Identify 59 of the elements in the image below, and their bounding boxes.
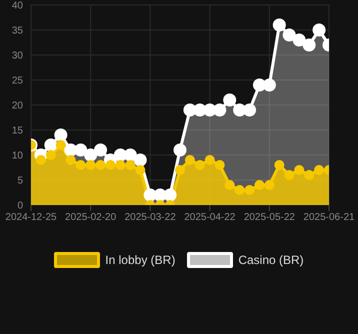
point [164,188,177,202]
point [214,160,225,170]
y-tick-label: 5 [17,176,24,187]
legend-label: Casino (BR) [238,253,304,267]
point [282,28,296,42]
point [234,185,245,195]
point [272,18,286,32]
x-tick-label: 2025-06-21 [303,212,356,224]
point [54,128,68,142]
point [292,34,306,46]
x-tick-label: 2025-04-22 [184,212,236,224]
y-tick-label: 30 [12,50,24,62]
point [94,144,108,156]
point [304,170,314,180]
point [224,180,235,190]
point [76,160,86,170]
point [312,24,326,36]
point [274,160,284,170]
point [223,94,236,106]
x-tick-label: 2024-12-25 [5,212,58,224]
y-tick-label: 10 [12,150,24,162]
point [243,104,256,116]
y-tick-label: 25 [12,76,24,87]
x-tick-label: 2025-02-20 [65,212,117,224]
point [125,160,136,170]
point [135,165,146,175]
point [115,160,126,170]
x-tick-label: 2025-03-22 [124,212,176,224]
point [134,154,147,166]
point [44,138,58,152]
point [66,155,76,165]
point [74,144,88,156]
point [105,160,116,170]
point [314,165,324,175]
point [254,180,264,190]
y-tick-label: 15 [12,126,24,137]
point [213,104,226,116]
point [46,150,56,160]
y-tick-label: 20 [12,100,24,112]
point [262,78,276,92]
point [56,140,66,150]
point [284,170,294,180]
point [96,160,106,170]
point [244,185,255,195]
point [36,155,46,165]
point [264,180,274,190]
point [302,38,316,52]
y-tick-label: 40 [12,0,24,12]
y-tick-label: 0 [17,200,24,212]
y-tick-label: 35 [12,26,24,37]
point [184,155,195,165]
point [194,160,205,170]
x-tick-label: 2025-05-22 [244,212,296,224]
legend-label: In lobby (BR) [105,253,176,267]
point [86,160,96,170]
point [204,155,215,165]
point [174,144,186,156]
point [294,165,304,175]
point [175,165,185,175]
